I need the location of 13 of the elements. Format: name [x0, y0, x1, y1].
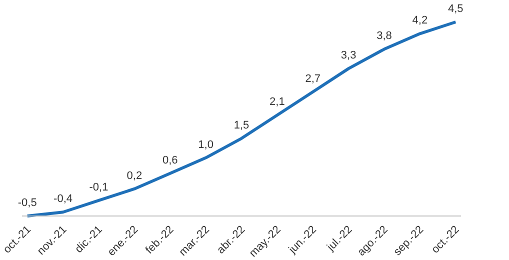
- data-label: 3,8: [376, 30, 392, 42]
- data-label: 2,7: [305, 72, 321, 85]
- data-label: 1,5: [234, 119, 250, 132]
- data-label: 1,0: [198, 138, 214, 151]
- data-label: 4,2: [412, 14, 428, 27]
- data-label: 2,1: [270, 96, 285, 108]
- data-label: 3,3: [340, 50, 356, 62]
- data-label: 0,2: [126, 170, 142, 182]
- data-label: 4,5: [448, 3, 464, 15]
- data-label: -0,5: [18, 197, 37, 209]
- data-label: -0,4: [54, 193, 73, 206]
- data-label: -0,1: [89, 181, 108, 194]
- data-label: 0,6: [162, 154, 178, 166]
